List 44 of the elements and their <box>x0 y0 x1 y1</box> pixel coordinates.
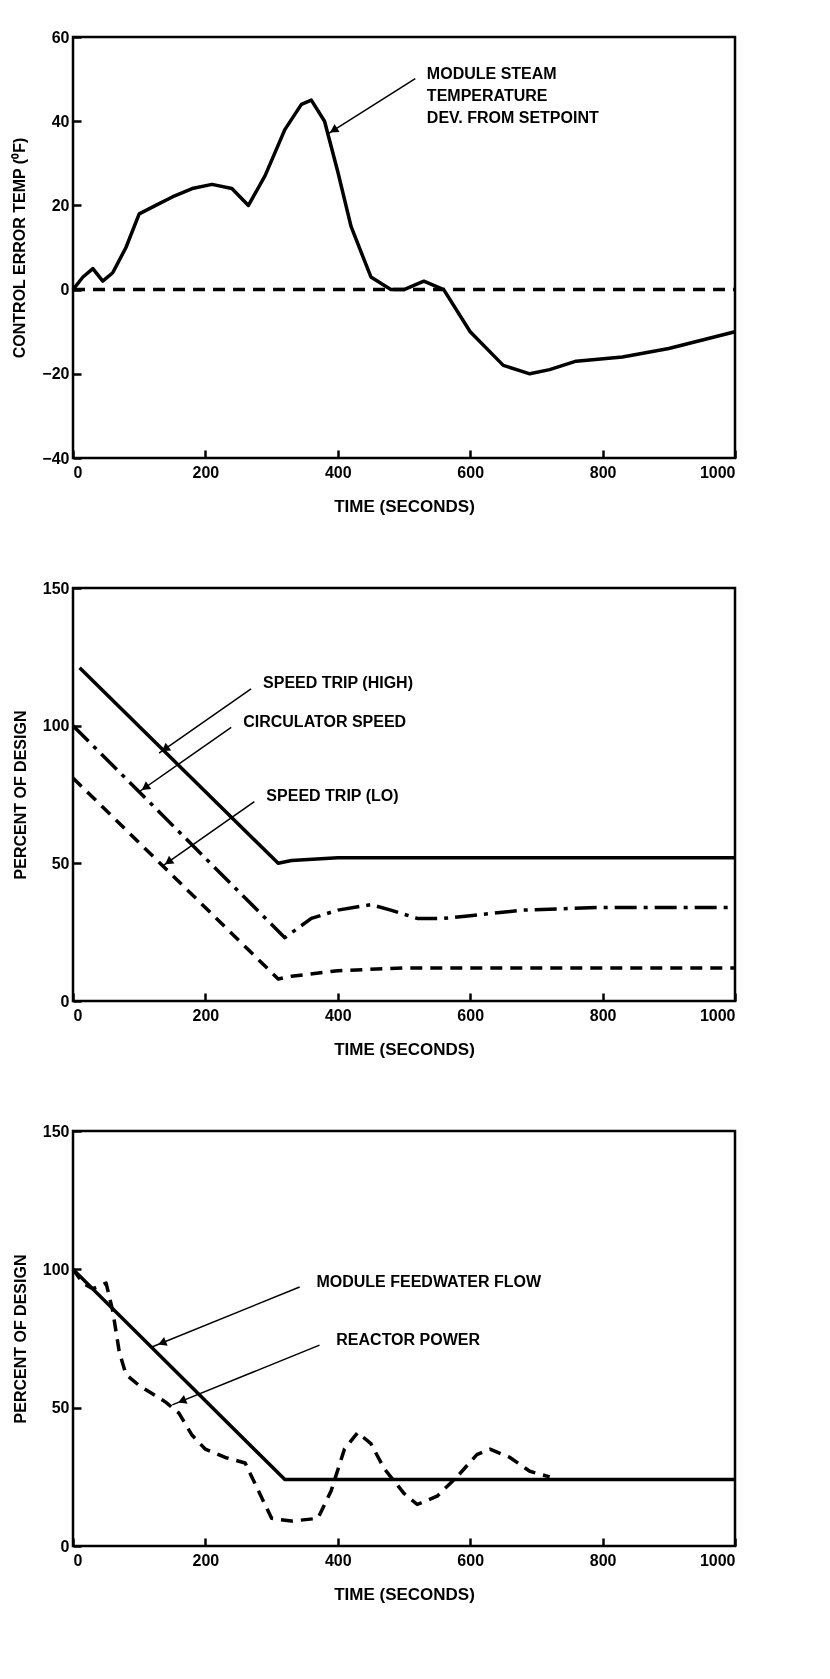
x-tick-label: 800 <box>589 463 617 481</box>
x-tick-label: 1000 <box>699 1551 736 1569</box>
x-tick-label: 200 <box>192 463 220 481</box>
y-tick-label: 50 <box>51 854 70 872</box>
y-tick-label: 0 <box>60 281 70 299</box>
x-tick-label: 400 <box>324 463 352 481</box>
annotation: REACTOR POWER <box>336 1330 481 1348</box>
y-tick-label: 150 <box>42 579 70 597</box>
y-tick-label: 20 <box>51 196 70 214</box>
x-tick-label: 0 <box>73 1006 83 1024</box>
annotation: SPEED TRIP (HIGH) <box>263 674 414 692</box>
y-axis-title: CONTROL ERROR TEMP (⁰F) <box>11 137 29 359</box>
x-tick-label: 400 <box>324 1551 352 1569</box>
y-tick-label: 100 <box>42 717 70 735</box>
y-tick-label: 100 <box>42 1260 70 1278</box>
y-tick-label: 0 <box>60 992 70 1010</box>
x-tick-label: 1000 <box>699 463 736 481</box>
annotation: MODULE FEEDWATER FLOW <box>316 1272 542 1290</box>
y-tick-label: 50 <box>51 1399 70 1417</box>
x-tick-label: 1000 <box>699 1006 736 1024</box>
x-tick-label: 0 <box>73 463 83 481</box>
y-tick-label: 0 <box>60 1537 70 1555</box>
x-tick-label: 600 <box>457 463 485 481</box>
x-tick-label: 600 <box>457 1551 485 1569</box>
x-axis-title: TIME (SECONDS) <box>334 1584 475 1604</box>
x-tick-label: 600 <box>457 1006 485 1024</box>
x-axis-title: TIME (SECONDS) <box>334 496 475 516</box>
x-tick-label: 0 <box>73 1551 83 1569</box>
y-tick-label: −20 <box>42 365 70 383</box>
y-tick-label: 150 <box>42 1122 70 1140</box>
annotation: CIRCULATOR SPEED <box>243 712 407 730</box>
y-tick-label: −40 <box>42 449 70 467</box>
y-tick-label: 60 <box>51 28 70 46</box>
annotation: SPEED TRIP (LO) <box>266 787 399 805</box>
x-tick-label: 200 <box>192 1551 220 1569</box>
y-tick-label: 40 <box>51 112 70 130</box>
y-axis-title: PERCENT OF DESIGN <box>11 710 29 880</box>
x-axis-title: TIME (SECONDS) <box>334 1039 475 1059</box>
annotation: MODULE STEAM TEMPERATURE DEV. FROM SETPOINT <box>426 64 599 126</box>
x-tick-label: 800 <box>589 1006 617 1024</box>
x-tick-label: 400 <box>324 1006 352 1024</box>
x-tick-label: 200 <box>192 1006 220 1024</box>
x-tick-label: 800 <box>589 1551 617 1569</box>
y-axis-title: PERCENT OF DESIGN <box>11 1254 29 1424</box>
